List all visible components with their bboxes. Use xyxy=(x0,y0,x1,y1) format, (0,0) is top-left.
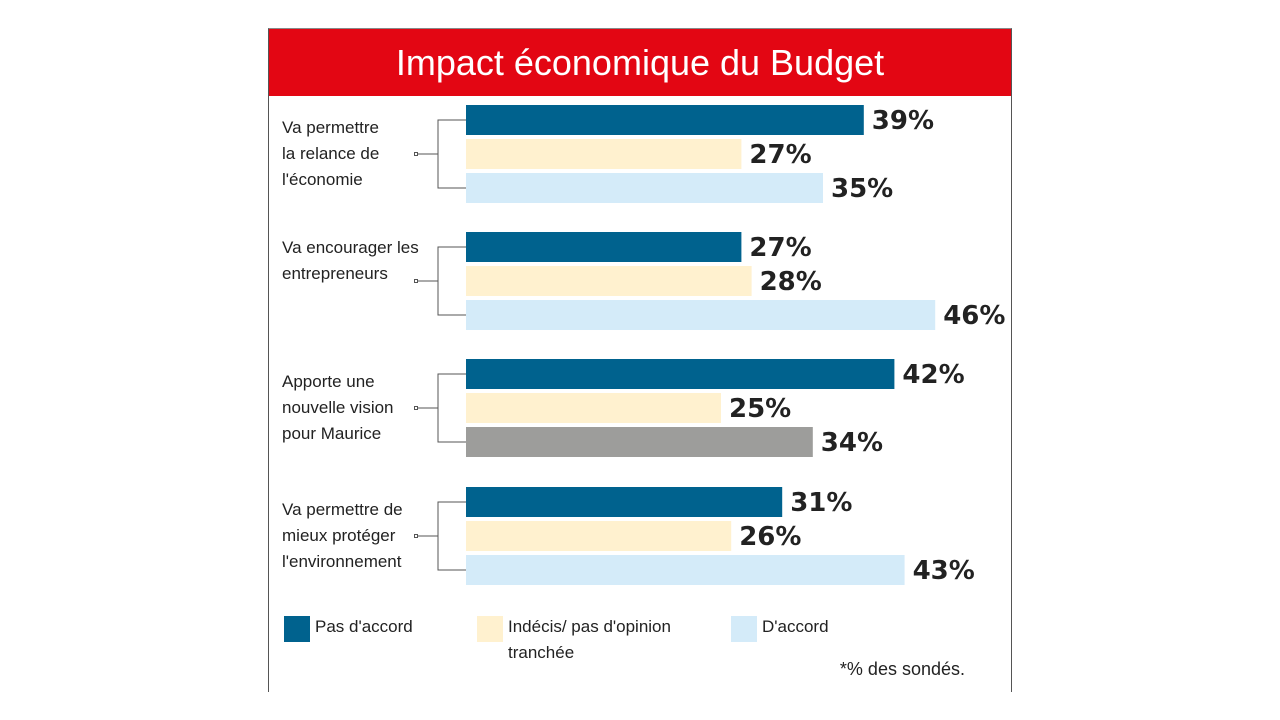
legend-label: Indécis/ pas d'opinion tranchée xyxy=(508,614,671,666)
group-bracket xyxy=(437,373,466,443)
legend-label: Pas d'accord xyxy=(315,614,413,640)
category-label-line: pour Maurice xyxy=(282,424,382,443)
bar-accord xyxy=(466,173,823,203)
data-label: 27% xyxy=(749,233,811,263)
category-label: Va encourager les entrepreneurs xyxy=(282,235,422,287)
bracket-node xyxy=(414,152,418,156)
group-bracket xyxy=(437,501,466,571)
bar-indecis xyxy=(466,521,732,551)
category-label-line: Apporte une xyxy=(282,372,375,391)
category-label-line: Va permettre de xyxy=(282,500,403,519)
chart-panel: Impact économique du Budget xyxy=(268,28,1012,692)
bar-indecis xyxy=(466,393,721,423)
bracket-node xyxy=(414,406,418,410)
legend-label-line: Indécis/ pas d'opinion xyxy=(508,617,671,636)
bar-accord xyxy=(466,300,936,330)
data-label: 35% xyxy=(831,174,893,204)
category-label-line: mieux protéger xyxy=(282,526,396,545)
data-label: 42% xyxy=(902,360,964,390)
bar-pas-accord xyxy=(466,232,742,262)
bar-accord xyxy=(466,427,813,457)
data-label: 27% xyxy=(749,140,811,170)
category-label-line: entrepreneurs xyxy=(282,264,388,283)
group-bracket xyxy=(437,246,466,316)
data-label: 28% xyxy=(760,267,822,297)
data-label: 25% xyxy=(729,394,791,424)
bar-indecis xyxy=(466,139,742,169)
bar-indecis xyxy=(466,266,752,296)
legend-label-line: Pas d'accord xyxy=(315,617,413,636)
legend-swatch xyxy=(477,616,503,642)
data-label: 31% xyxy=(790,488,852,518)
bar-pas-accord xyxy=(466,487,783,517)
category-label-line: nouvelle vision xyxy=(282,398,394,417)
legend-swatch xyxy=(284,616,310,642)
group-bracket xyxy=(437,119,466,189)
chart-title: Impact économique du Budget xyxy=(269,29,1011,96)
bracket-node xyxy=(414,279,418,283)
category-label-line: Va permettre xyxy=(282,118,380,137)
footnote: *% des sondés. xyxy=(839,659,965,679)
legend-label: D'accord xyxy=(762,614,829,640)
category-label-line: l'économie xyxy=(282,170,363,189)
data-label: 46% xyxy=(943,301,1005,331)
legend-label-line: tranchée xyxy=(508,643,575,662)
bar-pas-accord xyxy=(466,359,895,389)
legend-label-line: D'accord xyxy=(762,617,829,636)
category-label: Va permettre de mieux protéger l'environne… xyxy=(282,497,422,575)
bracket-node xyxy=(414,534,418,538)
category-label-line: Va encourager les xyxy=(282,238,419,257)
data-label: 39% xyxy=(872,106,934,136)
category-label: Va permettre la relance de l'économie xyxy=(282,115,422,193)
category-label-line: la relance de xyxy=(282,144,380,163)
data-label: 34% xyxy=(821,428,883,458)
data-label: 43% xyxy=(913,556,975,586)
bar-accord xyxy=(466,555,905,585)
legend-swatch xyxy=(731,616,757,642)
category-label-line: l'environnement xyxy=(282,552,402,571)
data-label: 26% xyxy=(739,522,801,552)
category-label: Apporte une nouvelle vision pour Maurice xyxy=(282,369,422,447)
bar-pas-accord xyxy=(466,105,864,135)
